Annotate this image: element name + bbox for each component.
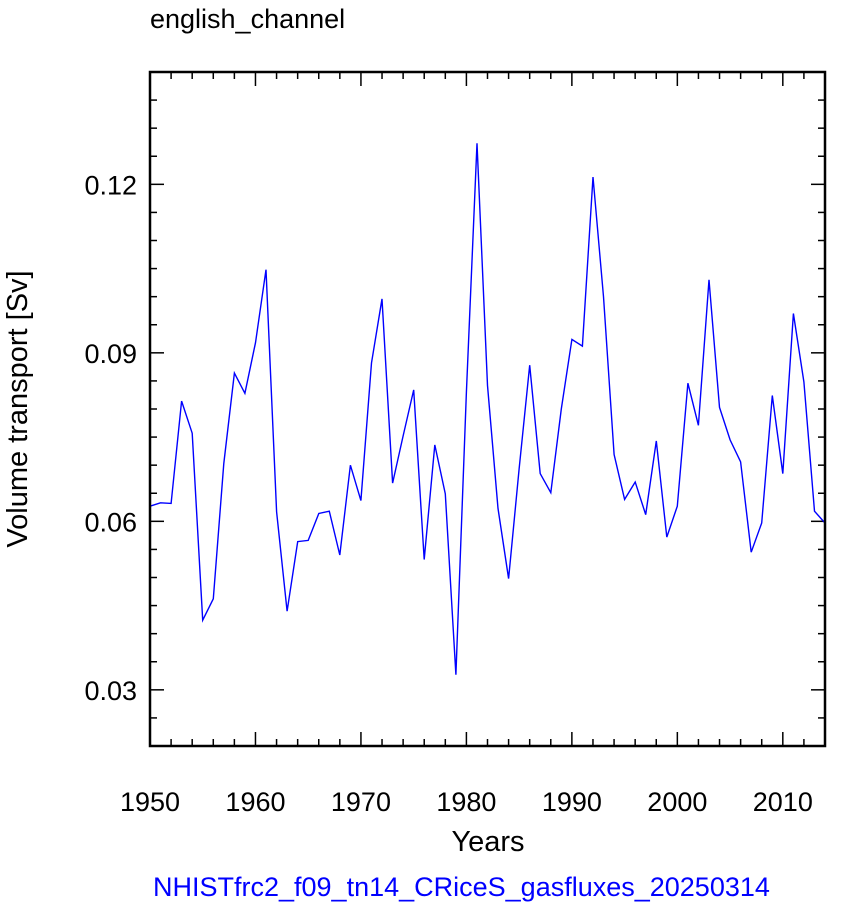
x-axis-label: Years: [451, 826, 524, 858]
x-tick-label: 1980: [436, 787, 496, 817]
y-tick-label: 0.03: [84, 676, 137, 706]
x-tick-label: 1960: [225, 787, 285, 817]
x-tick-label: 2010: [753, 787, 813, 817]
y-tick-labels: 0.03 0.06 0.09 0.12: [84, 170, 137, 706]
series-line: [149, 143, 826, 675]
axis-ticks: [149, 71, 826, 747]
y-tick-label: 0.12: [84, 170, 137, 200]
chart-title: english_channel: [150, 4, 345, 34]
x-tick-label: 2000: [647, 787, 707, 817]
x-tick-labels: 1950 1960 1970 1980 1990 2000 2010: [120, 787, 813, 817]
y-axis-label: Volume transport [Sv]: [2, 270, 34, 547]
y-tick-label: 0.09: [84, 339, 137, 369]
x-tick-label: 1970: [331, 787, 391, 817]
y-tick-label: 0.06: [84, 507, 137, 537]
caption-text: NHISTfrc2_f09_tn14_CRiceS_gasfluxes_2025…: [153, 872, 770, 902]
x-tick-label: 1990: [542, 787, 602, 817]
x-tick-label: 1950: [120, 787, 180, 817]
plot-frame: [148, 70, 827, 748]
